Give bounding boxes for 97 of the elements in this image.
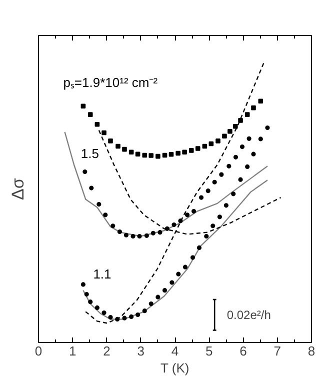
point: [162, 288, 168, 293]
point: [124, 232, 128, 238]
point: [84, 292, 89, 297]
point: [168, 152, 174, 157]
point: [115, 316, 120, 322]
point: [208, 141, 214, 146]
point: [217, 214, 222, 220]
point: [172, 222, 176, 228]
point: [204, 234, 209, 239]
point: [150, 230, 156, 236]
point: [226, 164, 232, 168]
point: [245, 164, 250, 170]
point: [202, 144, 208, 149]
point: [82, 169, 88, 174]
point: [222, 134, 227, 139]
point: [176, 272, 181, 276]
point: [135, 152, 140, 156]
x-tick-label: 0: [34, 344, 42, 358]
point: [94, 122, 100, 127]
point: [89, 186, 94, 190]
point: [88, 112, 93, 117]
y-axis-title: Δσ: [8, 178, 28, 200]
x-tick-label: 3: [137, 344, 144, 358]
point: [182, 264, 188, 270]
point: [94, 305, 100, 310]
point: [158, 230, 162, 235]
point: [258, 98, 264, 104]
point: [188, 148, 194, 153]
point: [136, 312, 140, 318]
point: [178, 218, 183, 224]
point: [228, 128, 232, 134]
point: [137, 234, 142, 239]
point: [219, 172, 224, 177]
point: [251, 105, 256, 110]
point: [122, 316, 127, 320]
point: [156, 154, 160, 159]
x-tick-label: 7: [274, 344, 281, 358]
x-tick-label: 8: [308, 344, 316, 358]
point: [240, 144, 245, 150]
series-label: pₛ=1.9*10¹² cm⁻²: [63, 75, 158, 90]
point: [224, 203, 228, 208]
point: [212, 180, 217, 184]
x-tick-label: 2: [103, 344, 110, 358]
point: [102, 130, 106, 136]
x-tick-label: 1: [69, 344, 76, 358]
point: [142, 152, 148, 158]
point: [191, 208, 196, 214]
point: [142, 308, 147, 314]
point: [206, 188, 210, 194]
point: [210, 224, 216, 228]
annotation: 0.02e²/h: [226, 308, 271, 322]
point: [110, 224, 116, 228]
point: [195, 146, 200, 151]
point: [148, 153, 154, 158]
point: [251, 152, 256, 156]
point: [108, 138, 113, 144]
point: [190, 255, 196, 260]
point: [129, 314, 134, 320]
point: [103, 212, 108, 218]
point: [128, 150, 134, 155]
point: [88, 300, 93, 304]
point: [246, 136, 252, 141]
point: [156, 294, 160, 300]
point: [233, 124, 238, 129]
point: [130, 234, 136, 239]
point: [117, 229, 122, 234]
point: [258, 136, 263, 142]
x-tick-label: 6: [240, 344, 247, 358]
point: [116, 144, 120, 149]
point: [176, 150, 180, 156]
point: [80, 282, 86, 287]
x-tick-label: 4: [171, 344, 179, 358]
point: [244, 112, 250, 117]
point: [122, 146, 127, 152]
point: [80, 104, 86, 109]
point: [164, 226, 170, 231]
point: [233, 154, 238, 160]
series-label: 1.1: [93, 266, 112, 282]
point: [216, 138, 220, 144]
point: [148, 302, 154, 306]
point: [184, 212, 190, 218]
x-tick-label: 5: [206, 344, 213, 358]
point: [102, 310, 106, 316]
point: [108, 314, 113, 320]
point: [231, 192, 236, 196]
point: [182, 150, 187, 155]
point: [265, 125, 270, 130]
point: [144, 233, 149, 238]
point: [196, 245, 202, 250]
series-label: 1.5: [80, 146, 99, 161]
point: [96, 202, 102, 207]
point: [198, 195, 204, 200]
point: [170, 280, 174, 285]
x-axis-title: T (K): [160, 360, 190, 376]
point: [238, 177, 243, 182]
point: [238, 118, 243, 123]
point: [162, 152, 168, 158]
